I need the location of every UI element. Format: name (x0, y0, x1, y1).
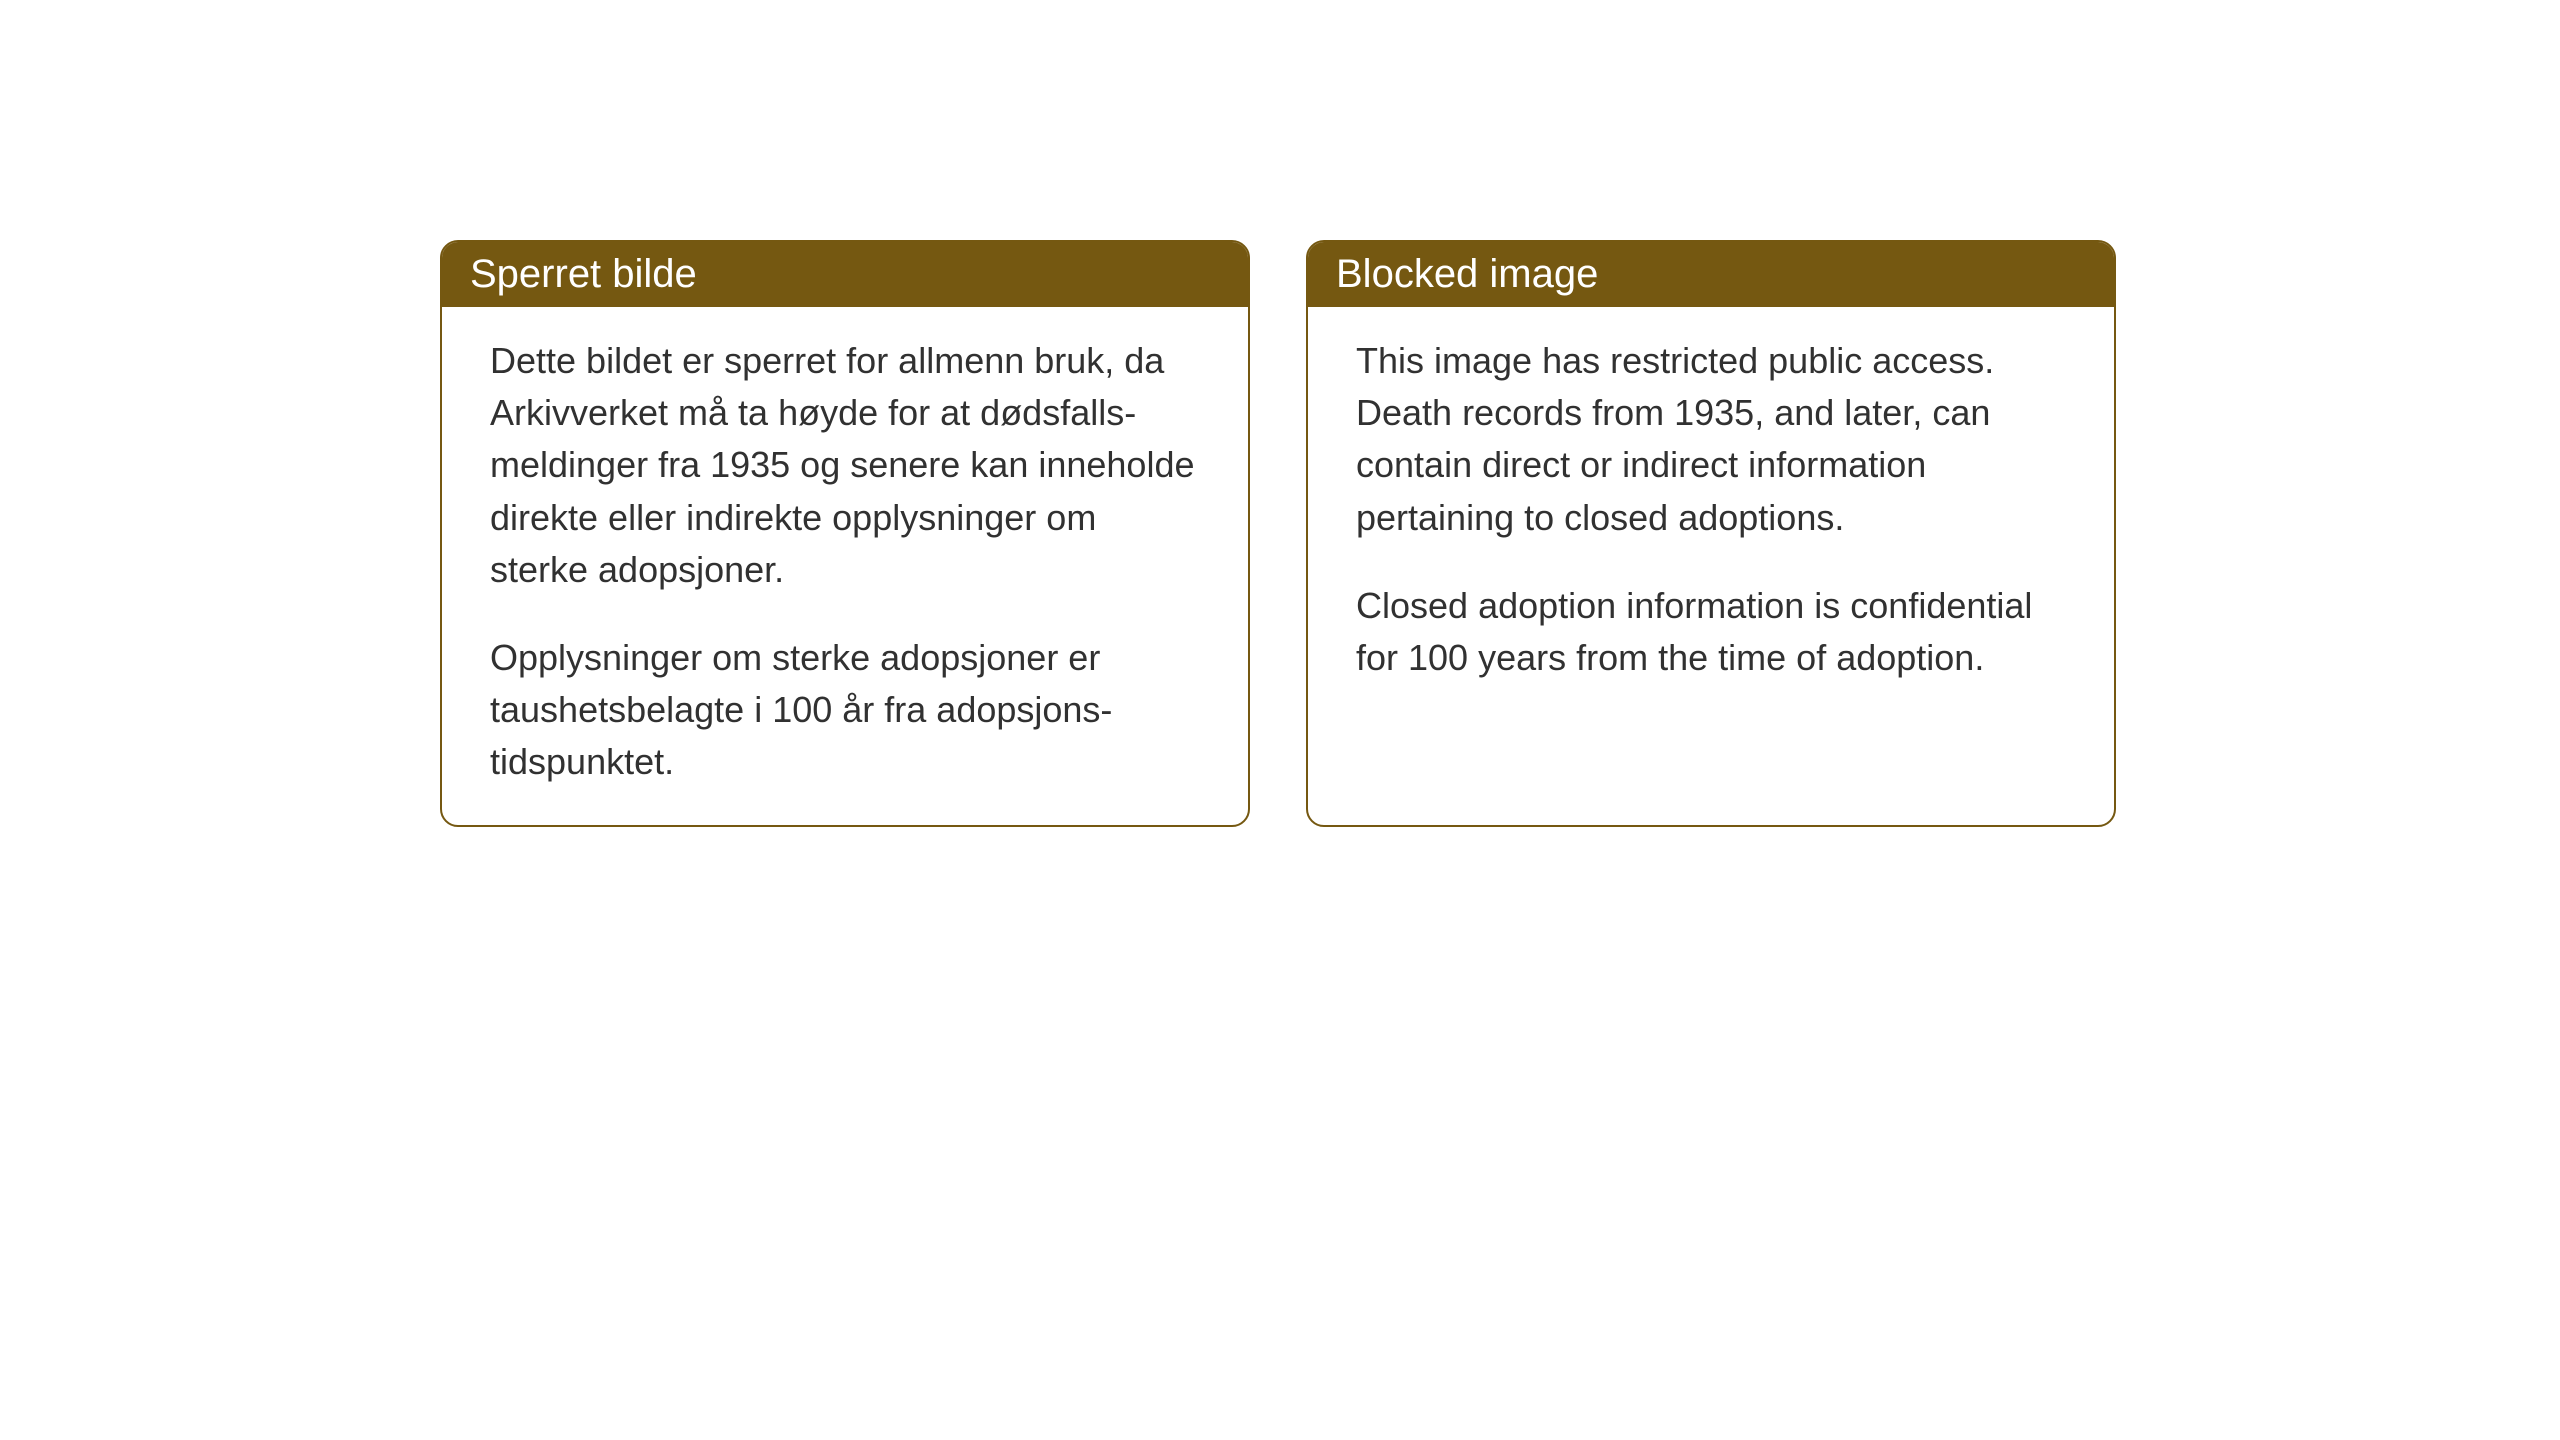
card-body-english: This image has restricted public access.… (1308, 307, 2114, 727)
card-header-norwegian: Sperret bilde (442, 242, 1248, 307)
paragraph-english-1: This image has restricted public access.… (1356, 335, 2066, 544)
paragraph-norwegian-1: Dette bildet er sperret for allmenn bruk… (490, 335, 1200, 596)
notice-container: Sperret bilde Dette bildet er sperret fo… (440, 240, 2116, 827)
card-body-norwegian: Dette bildet er sperret for allmenn bruk… (442, 307, 1248, 825)
paragraph-norwegian-2: Opplysninger om sterke adopsjoner er tau… (490, 632, 1200, 789)
card-title-norwegian: Sperret bilde (470, 252, 697, 296)
paragraph-english-2: Closed adoption information is confident… (1356, 580, 2066, 684)
card-title-english: Blocked image (1336, 252, 1598, 296)
card-header-english: Blocked image (1308, 242, 2114, 307)
notice-card-english: Blocked image This image has restricted … (1306, 240, 2116, 827)
notice-card-norwegian: Sperret bilde Dette bildet er sperret fo… (440, 240, 1250, 827)
